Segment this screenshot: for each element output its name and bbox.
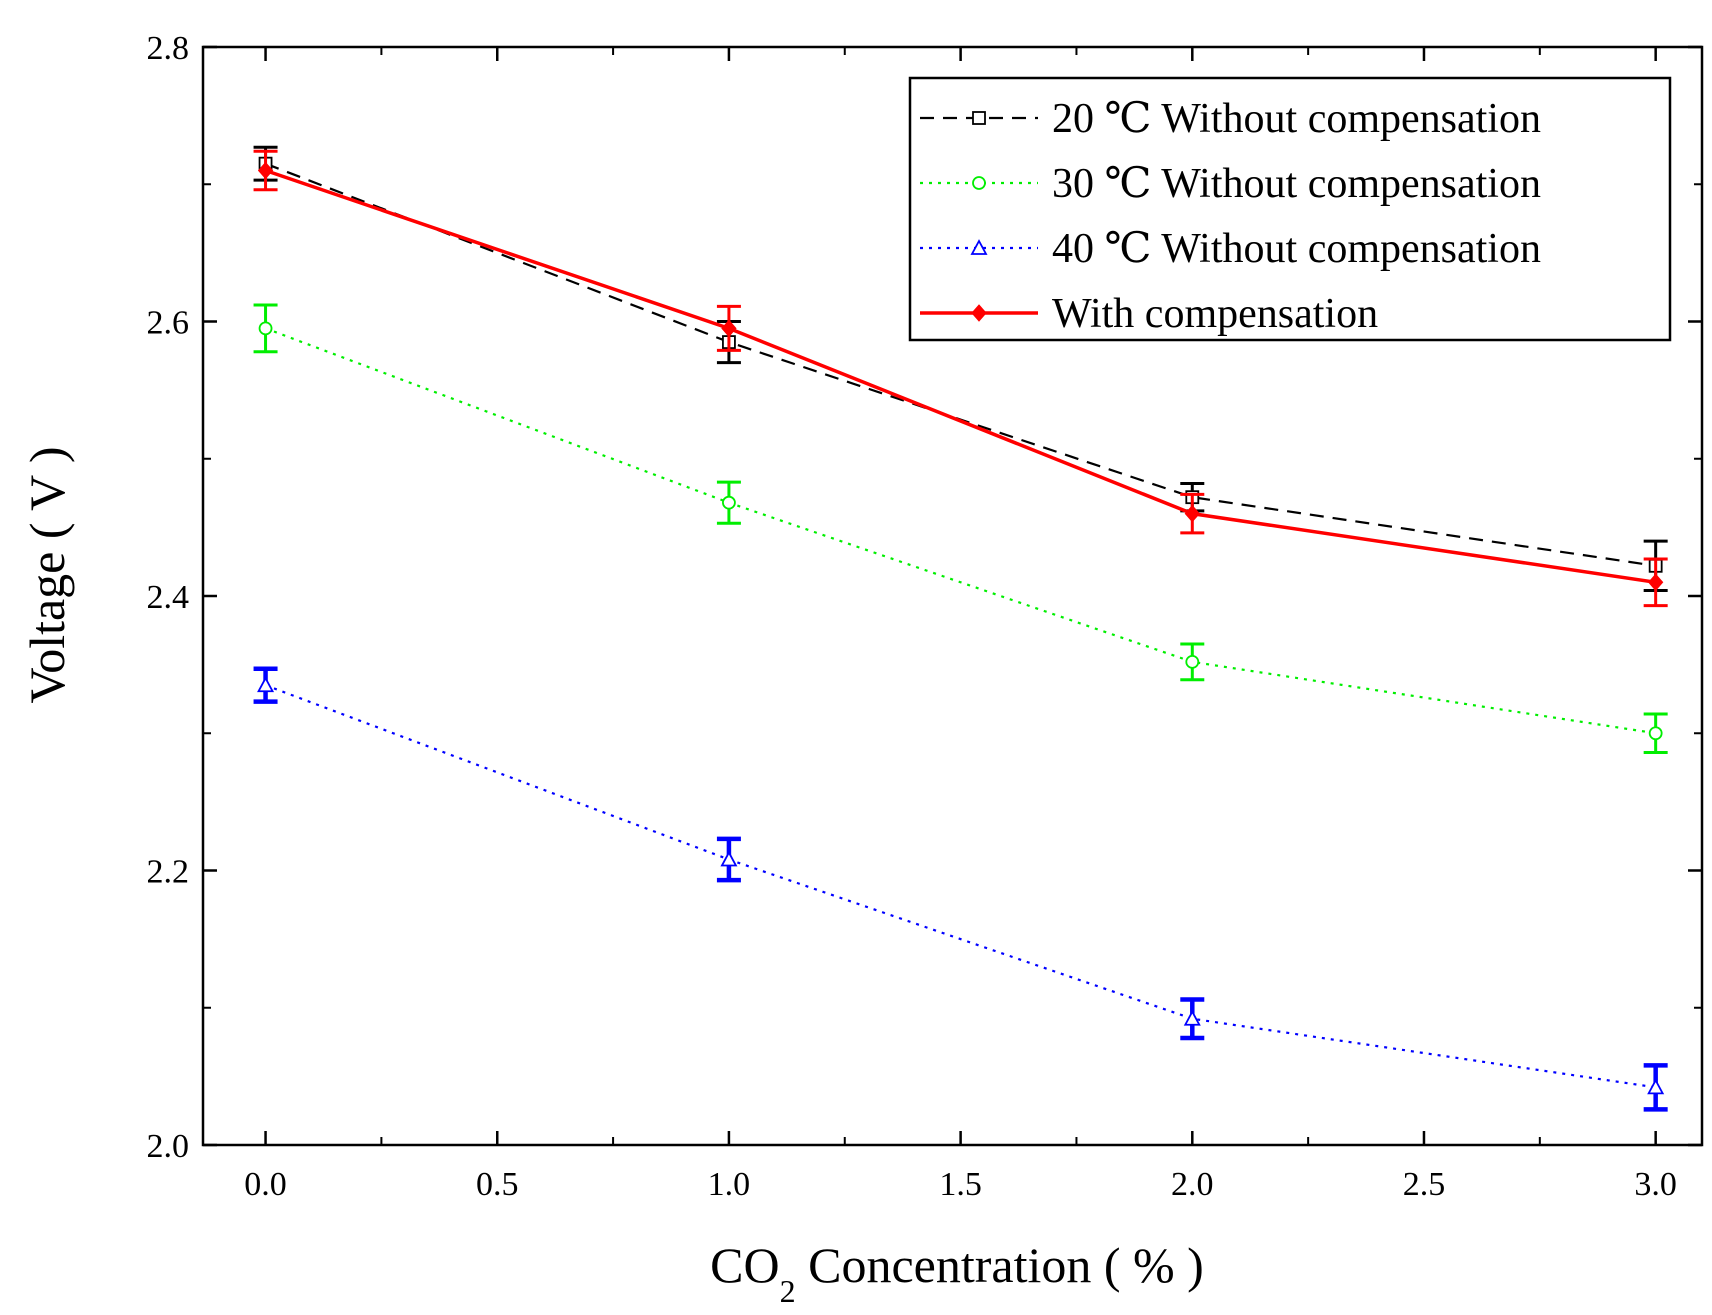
legend-marker — [971, 304, 987, 322]
data-point — [1183, 1009, 1201, 1026]
data-point — [721, 319, 737, 338]
series-1 — [253, 303, 1668, 754]
data-point — [257, 161, 274, 180]
legend-label: 20 ℃ Without compensation — [1052, 96, 1541, 142]
legend-item-2: 40 ℃ Without compensation — [920, 226, 1541, 272]
x-axis-title-subscript: 2 — [780, 1273, 796, 1309]
legend-box — [908, 76, 1672, 342]
x-tick-label: 0.0 — [244, 1166, 287, 1203]
series-line — [264, 168, 1656, 585]
legend-marker — [970, 239, 988, 255]
series-3 — [253, 149, 1668, 608]
legend-marker — [972, 176, 986, 190]
legend: 20 ℃ Without compensation 30 ℃ Without co… — [908, 76, 1672, 342]
x-axis-title-suffix: Concentration ( % ) — [796, 1237, 1204, 1293]
data-point — [1184, 504, 1200, 523]
legend-item-0: 20 ℃ Without compensation — [920, 96, 1541, 142]
y-tick-label: 2.6 — [147, 305, 190, 342]
x-tick-label: 1.5 — [939, 1166, 982, 1203]
x-axis-title-prefix: CO — [710, 1237, 779, 1293]
data-point — [258, 321, 273, 336]
x-tick-label: 3.0 — [1634, 1166, 1677, 1203]
data-point — [1647, 1078, 1665, 1095]
data-point — [1648, 726, 1663, 741]
legend-label: With compensation — [1052, 291, 1378, 337]
series-2 — [253, 666, 1668, 1112]
x-axis-title: CO2 Concentration ( % ) — [710, 1237, 1204, 1309]
y-tick-label: 2.8 — [147, 30, 190, 67]
data-point — [1647, 573, 1664, 592]
x-tick-label: 0.5 — [476, 1166, 519, 1203]
legend-item-1: 30 ℃ Without compensation — [920, 161, 1541, 207]
axes: 0.0 0.5 1.0 1.5 2.0 2.5 3.0 2.0 2.2 2.4 2.6 2.8 — [147, 30, 1704, 1203]
y-tick-label: 2.0 — [147, 1128, 190, 1165]
legend-label: 40 ℃ Without compensation — [1052, 226, 1541, 272]
data-point — [720, 850, 738, 867]
y-axis-title: Voltage ( V ) — [19, 447, 75, 704]
series-group — [253, 145, 1668, 1112]
y-tick-label: 2.2 — [147, 854, 190, 891]
legend-item-3: With compensation — [920, 291, 1378, 337]
y-tick-label: 2.4 — [147, 579, 190, 616]
x-tick-label: 1.0 — [708, 1166, 751, 1203]
legend-label: 30 ℃ Without compensation — [1052, 161, 1541, 207]
x-tick-label: 2.0 — [1171, 1166, 1214, 1203]
data-point — [1185, 654, 1200, 669]
legend-marker — [972, 111, 986, 125]
data-point — [722, 495, 736, 510]
x-tick-label: 2.5 — [1403, 1166, 1446, 1203]
series-line — [265, 327, 1656, 735]
series-line — [265, 684, 1656, 1089]
data-point — [257, 676, 275, 693]
